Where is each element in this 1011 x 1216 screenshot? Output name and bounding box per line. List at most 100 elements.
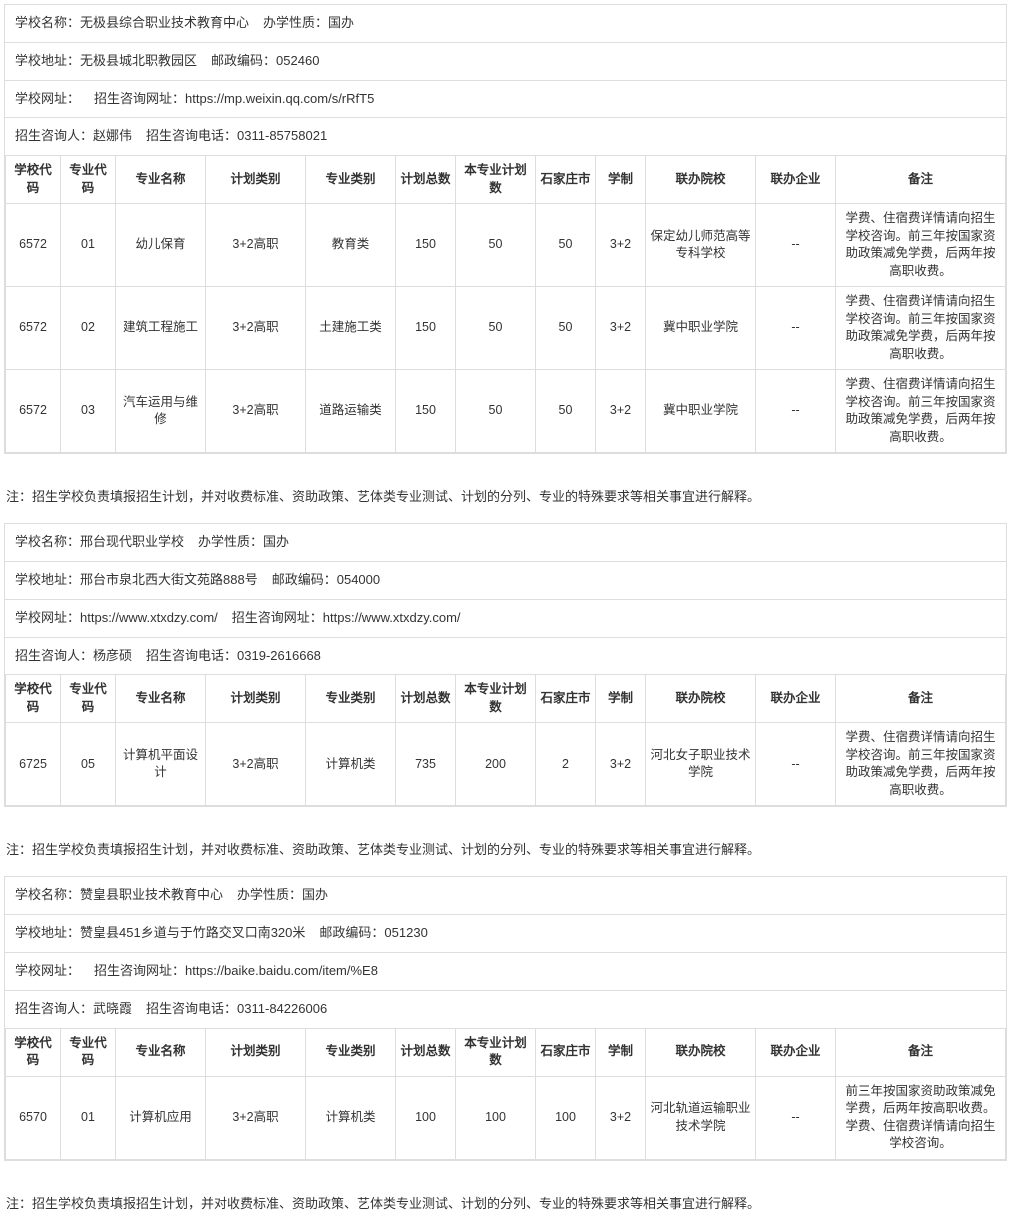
th-plan_type: 计划类别 [206, 675, 306, 723]
school-name: 无极县综合职业技术教育中心 [80, 15, 249, 30]
td-major_cat: 计算机类 [306, 1076, 396, 1159]
label-postcode: 邮政编码： [211, 53, 276, 68]
td-remark: 学费、住宿费详情请向招生学校咨询。前三年按国家资助政策减免学费，后两年按高职收费… [836, 370, 1006, 453]
th-plan_total: 计划总数 [396, 156, 456, 204]
address: 无极县城北职教园区 [80, 53, 197, 68]
th-city: 石家庄市 [536, 1028, 596, 1076]
school-block: 学校名称：赞皇县职业技术教育中心办学性质：国办学校地址：赞皇县451乡道与于竹路… [4, 876, 1007, 1160]
td-partner_ent: -- [756, 370, 836, 453]
note-text: 注：招生学校负责填报招生计划，并对收费标准、资助政策、艺体类专业测试、计划的分列… [4, 1183, 1007, 1212]
address: 邢台市泉北西大街文苑路888号 [80, 572, 258, 587]
info-row-contact: 招生咨询人：赵娜伟招生咨询电话：0311-85758021 [5, 118, 1006, 155]
th-system: 学制 [596, 1028, 646, 1076]
postcode: 051230 [384, 925, 427, 940]
majors-table: 学校代码专业代码专业名称计划类别专业类别计划总数本专业计划数石家庄市学制联办院校… [5, 1028, 1006, 1160]
td-city: 50 [536, 287, 596, 370]
td-major_code: 02 [61, 287, 116, 370]
td-major_cat: 道路运输类 [306, 370, 396, 453]
th-major_name: 专业名称 [116, 156, 206, 204]
label-admission-site: 招生咨询网址： [232, 610, 323, 625]
td-major_code: 03 [61, 370, 116, 453]
td-system: 3+2 [596, 723, 646, 806]
td-city: 50 [536, 204, 596, 287]
label-run-type: 办学性质： [198, 534, 263, 549]
admission-site: https://mp.weixin.qq.com/s/rRfT5 [185, 91, 374, 106]
td-major_code: 01 [61, 204, 116, 287]
label-admission-site: 招生咨询网址： [94, 91, 185, 106]
phone: 0311-84226006 [237, 1001, 327, 1016]
th-plan_total: 计划总数 [396, 675, 456, 723]
td-school_code: 6572 [6, 287, 61, 370]
td-major_name: 计算机应用 [116, 1076, 206, 1159]
label-contact: 招生咨询人： [15, 128, 93, 143]
label-address: 学校地址： [15, 572, 80, 587]
run-type: 国办 [302, 887, 328, 902]
postcode: 054000 [337, 572, 380, 587]
info-row-name: 学校名称：邢台现代职业学校办学性质：国办 [5, 524, 1006, 562]
label-postcode: 邮政编码： [319, 925, 384, 940]
phone: 0311-85758021 [237, 128, 327, 143]
table-row: 657201幼儿保育3+2高职教育类15050503+2保定幼儿师范高等专科学校… [6, 204, 1006, 287]
page-container: 学校名称：无极县综合职业技术教育中心办学性质：国办学校地址：无极县城北职教园区邮… [4, 4, 1007, 1212]
td-plan_total: 735 [396, 723, 456, 806]
th-remark: 备注 [836, 156, 1006, 204]
td-partner_ent: -- [756, 1076, 836, 1159]
td-system: 3+2 [596, 1076, 646, 1159]
td-system: 3+2 [596, 287, 646, 370]
label-school-name: 学校名称： [15, 534, 80, 549]
address: 赞皇县451乡道与于竹路交叉口南320米 [80, 925, 305, 940]
th-plan_type: 计划类别 [206, 156, 306, 204]
info-row-address: 学校地址：赞皇县451乡道与于竹路交叉口南320米邮政编码：051230 [5, 915, 1006, 953]
label-admission-site: 招生咨询网址： [94, 963, 185, 978]
table-header-row: 学校代码专业代码专业名称计划类别专业类别计划总数本专业计划数石家庄市学制联办院校… [6, 1028, 1006, 1076]
td-plan_type: 3+2高职 [206, 204, 306, 287]
th-system: 学制 [596, 156, 646, 204]
th-this_plan: 本专业计划数 [456, 1028, 536, 1076]
label-address: 学校地址： [15, 53, 80, 68]
td-system: 3+2 [596, 370, 646, 453]
label-run-type: 办学性质： [237, 887, 302, 902]
school-block: 学校名称：邢台现代职业学校办学性质：国办学校地址：邢台市泉北西大街文苑路888号… [4, 523, 1007, 807]
th-partner_ent: 联办企业 [756, 675, 836, 723]
td-system: 3+2 [596, 204, 646, 287]
td-major_cat: 计算机类 [306, 723, 396, 806]
td-partner_ent: -- [756, 723, 836, 806]
th-major_code: 专业代码 [61, 1028, 116, 1076]
info-row-address: 学校地址：邢台市泉北西大街文苑路888号邮政编码：054000 [5, 562, 1006, 600]
label-school-name: 学校名称： [15, 887, 80, 902]
td-school_code: 6572 [6, 204, 61, 287]
label-address: 学校地址： [15, 925, 80, 940]
td-remark: 学费、住宿费详情请向招生学校咨询。前三年按国家资助政策减免学费，后两年按高职收费… [836, 723, 1006, 806]
td-major_name: 汽车运用与维修 [116, 370, 206, 453]
label-school-name: 学校名称： [15, 15, 80, 30]
td-major_code: 01 [61, 1076, 116, 1159]
td-school_code: 6572 [6, 370, 61, 453]
th-major_cat: 专业类别 [306, 675, 396, 723]
td-remark: 学费、住宿费详情请向招生学校咨询。前三年按国家资助政策减免学费，后两年按高职收费… [836, 204, 1006, 287]
run-type: 国办 [328, 15, 354, 30]
td-this_plan: 100 [456, 1076, 536, 1159]
info-row-website: 学校网址：招生咨询网址：https://mp.weixin.qq.com/s/r… [5, 81, 1006, 119]
th-major_cat: 专业类别 [306, 156, 396, 204]
table-header-row: 学校代码专业代码专业名称计划类别专业类别计划总数本专业计划数石家庄市学制联办院校… [6, 156, 1006, 204]
th-this_plan: 本专业计划数 [456, 675, 536, 723]
td-this_plan: 50 [456, 204, 536, 287]
th-partner_school: 联办院校 [646, 675, 756, 723]
school-block: 学校名称：无极县综合职业技术教育中心办学性质：国办学校地址：无极县城北职教园区邮… [4, 4, 1007, 454]
td-plan_type: 3+2高职 [206, 287, 306, 370]
th-city: 石家庄市 [536, 675, 596, 723]
td-school_code: 6570 [6, 1076, 61, 1159]
label-phone: 招生咨询电话： [146, 648, 237, 663]
td-plan_total: 150 [396, 204, 456, 287]
info-row-contact: 招生咨询人：杨彦硕招生咨询电话：0319-2616668 [5, 638, 1006, 675]
td-plan_total: 150 [396, 287, 456, 370]
th-school_code: 学校代码 [6, 675, 61, 723]
td-remark: 前三年按国家资助政策减免学费，后两年按高职收费。学费、住宿费详情请向招生学校咨询… [836, 1076, 1006, 1159]
website: https://www.xtxdzy.com/ [80, 610, 218, 625]
contact: 杨彦硕 [93, 648, 132, 663]
td-plan_type: 3+2高职 [206, 370, 306, 453]
majors-table: 学校代码专业代码专业名称计划类别专业类别计划总数本专业计划数石家庄市学制联办院校… [5, 674, 1006, 806]
td-this_plan: 200 [456, 723, 536, 806]
admission-site: https://baike.baidu.com/item/%E8 [185, 963, 378, 978]
school-name: 赞皇县职业技术教育中心 [80, 887, 223, 902]
